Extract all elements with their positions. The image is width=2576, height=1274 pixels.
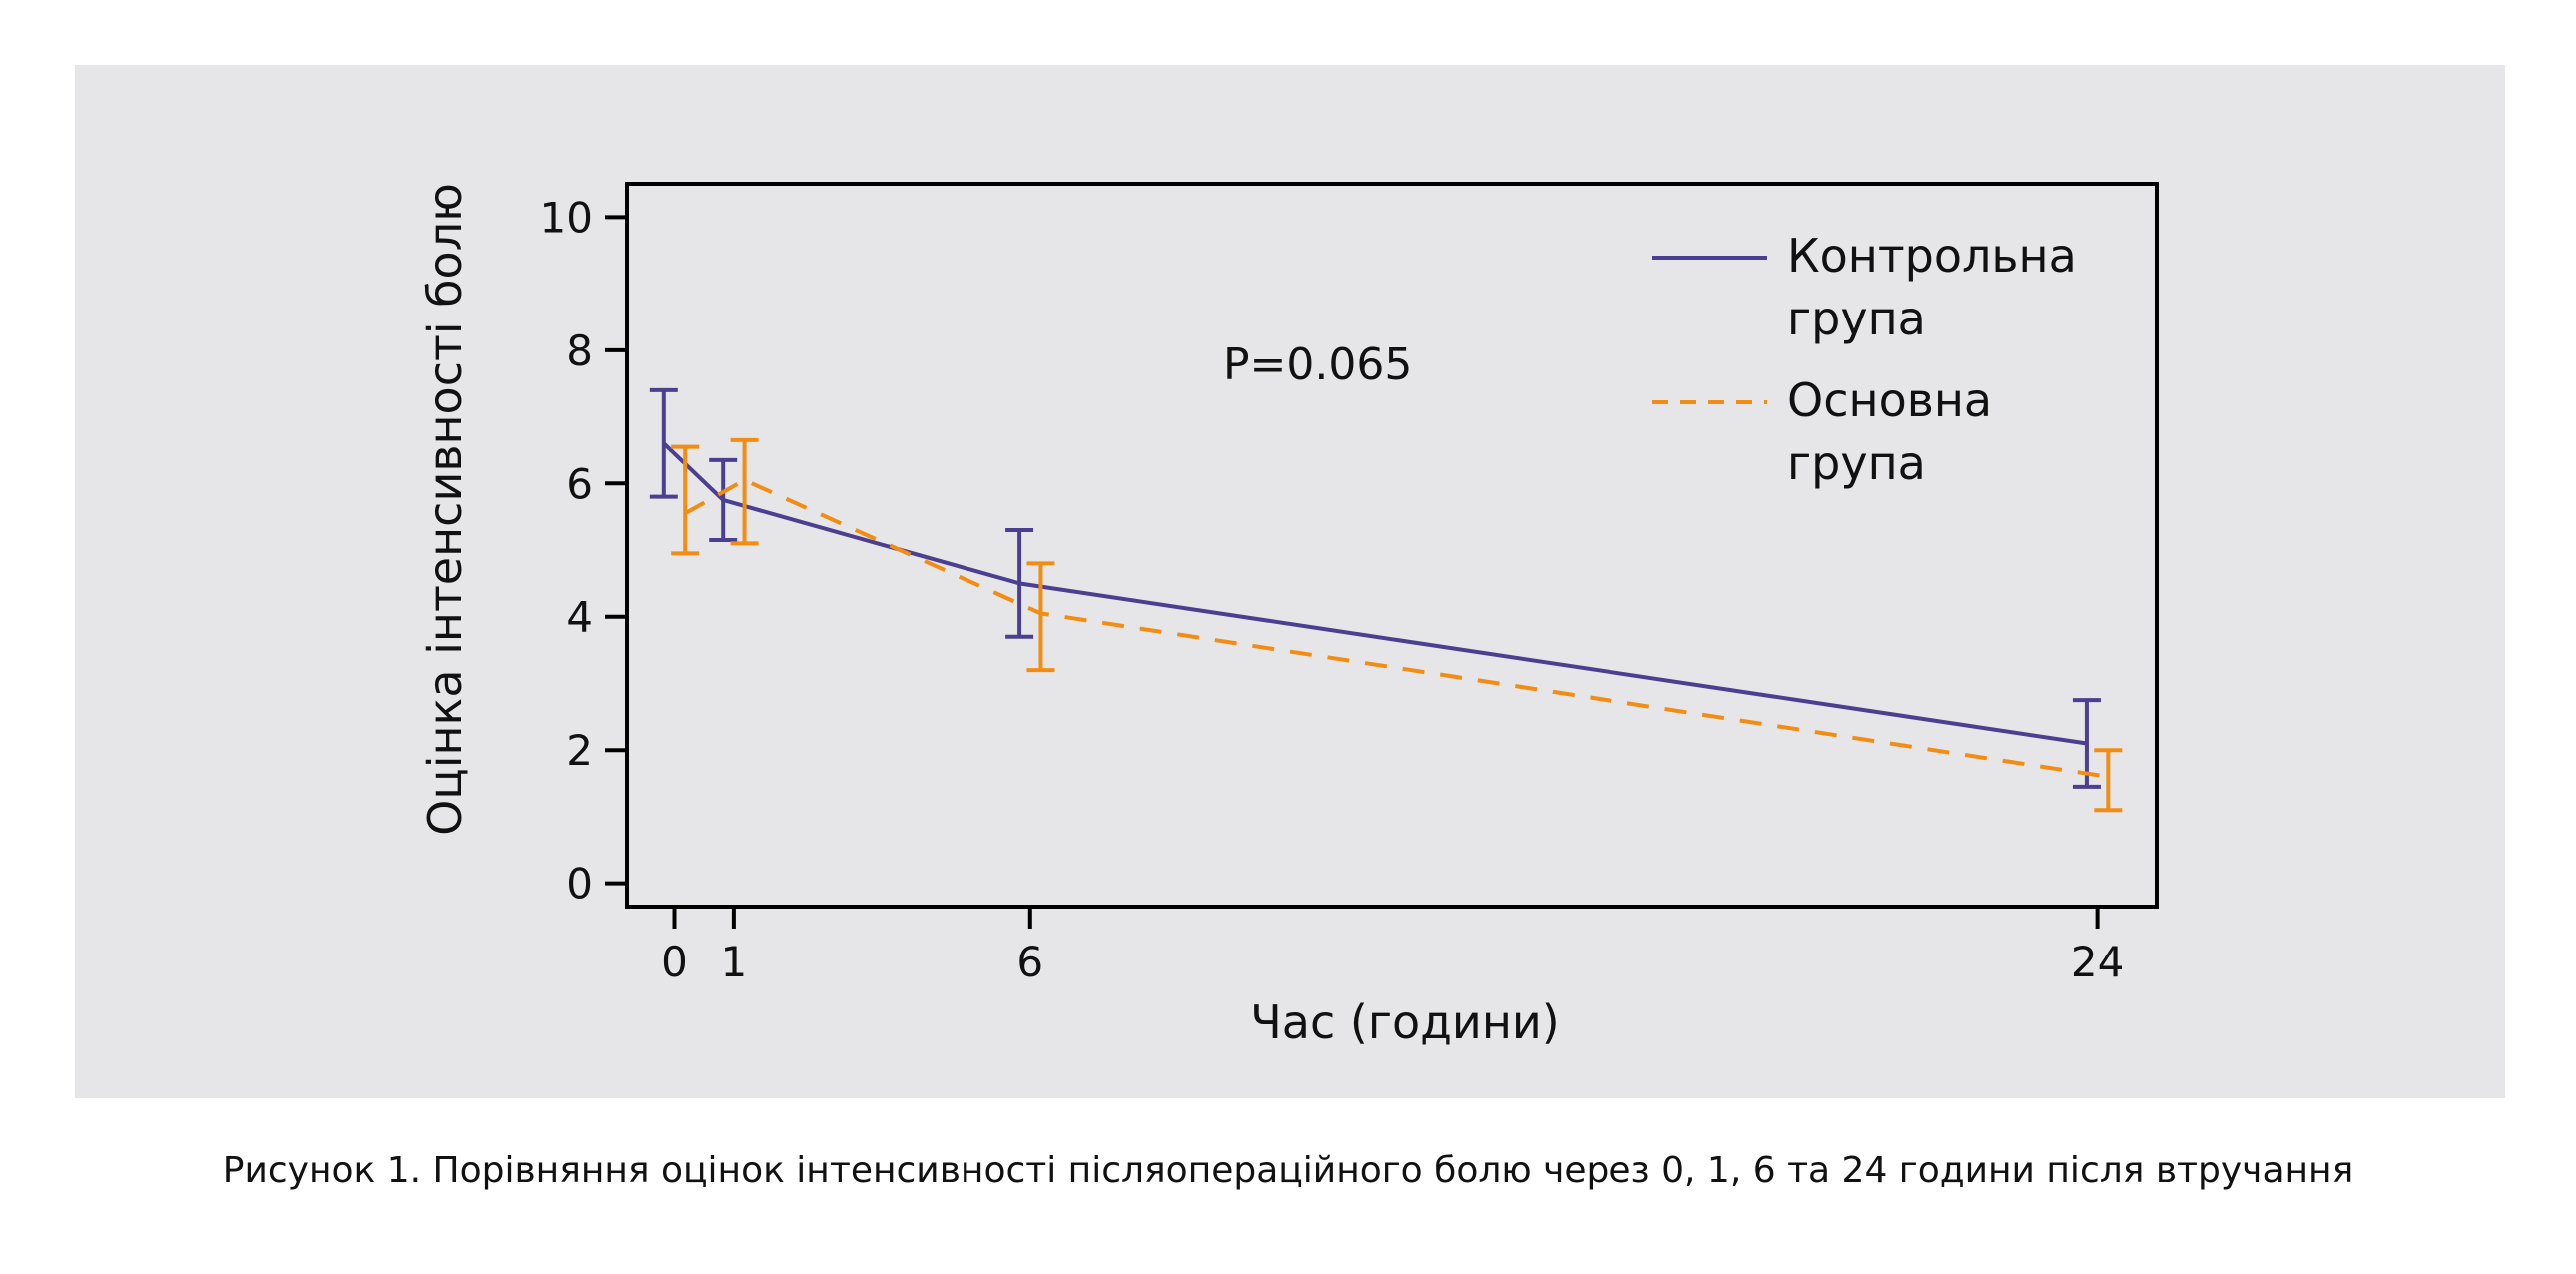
error-bar: [671, 444, 700, 556]
chart-panel: [75, 65, 2505, 1098]
plot-frame: [625, 182, 2159, 909]
series-line: [684, 477, 2109, 779]
y-tick-label: 8: [566, 326, 593, 375]
x-tick-label: 0: [661, 938, 688, 986]
p-value-annotation: P=0.065: [1223, 339, 1412, 390]
figure-caption: Рисунок 1. Порівняння оцінок інтенсивнос…: [222, 1150, 2354, 1191]
legend-item-1: Контрольна група: [1652, 229, 2077, 345]
error-bar: [1005, 527, 1034, 639]
y-tick-label: 2: [566, 726, 593, 775]
y-tick-label: 6: [566, 459, 593, 508]
x-tick-label: 6: [1016, 938, 1043, 986]
error-bar: [649, 387, 678, 499]
x-axis-title: Час (години): [1250, 995, 1560, 1049]
series-2: [671, 437, 2123, 813]
error-bar: [709, 457, 738, 542]
y-tick-label: 4: [566, 593, 593, 642]
x-tick-label: 24: [2071, 938, 2124, 986]
error-bar: [730, 437, 759, 546]
legend-label: Контрольна група: [1787, 229, 2077, 345]
legend-label: Основна група: [1787, 373, 1992, 490]
series-line: [662, 441, 2088, 746]
x-tick-label: 1: [721, 938, 748, 986]
y-tick-label: 0: [566, 860, 593, 909]
y-axis-title: Оцінка інтенсивності болю: [418, 183, 472, 836]
legend-item-2: Основна група: [1652, 373, 1992, 490]
error-bar: [1026, 561, 1055, 673]
error-bar: [2094, 748, 2123, 813]
y-tick-label: 10: [540, 193, 593, 242]
